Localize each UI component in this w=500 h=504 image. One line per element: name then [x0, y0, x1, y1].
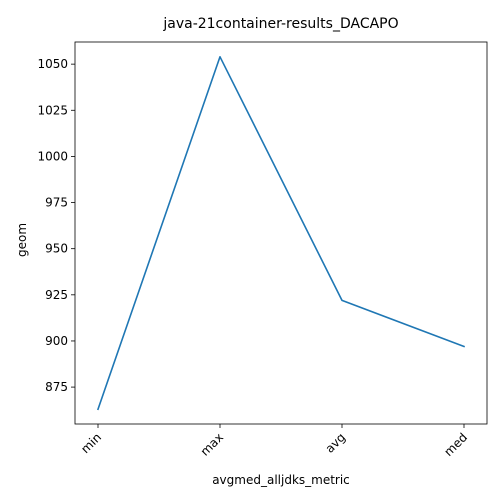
y-tick-label: 875 — [45, 380, 68, 394]
chart-title: java-21container-results_DACAPO — [162, 16, 398, 32]
y-tick-label: 1000 — [37, 149, 68, 163]
x-tick-label: max — [198, 430, 226, 458]
y-tick-label: 900 — [45, 334, 68, 348]
plot-area: 875 900 925 950 975 1000 1025 1050 min max avg med — [37, 42, 487, 459]
y-tick-label: 1050 — [37, 57, 68, 71]
x-tick-label: min — [78, 430, 104, 456]
y-tick-label: 950 — [45, 242, 68, 256]
x-tick-label: avg — [323, 430, 349, 456]
series-line — [98, 57, 464, 409]
x-axis-label: avgmed_alljdks_metric — [212, 473, 350, 487]
y-tick-label: 1025 — [37, 103, 68, 117]
y-tick-label: 925 — [45, 288, 68, 302]
y-axis-label: geom — [15, 223, 29, 257]
y-tick-label: 975 — [45, 196, 68, 210]
x-tick-label: med — [441, 430, 470, 459]
axes-frame — [75, 42, 487, 424]
